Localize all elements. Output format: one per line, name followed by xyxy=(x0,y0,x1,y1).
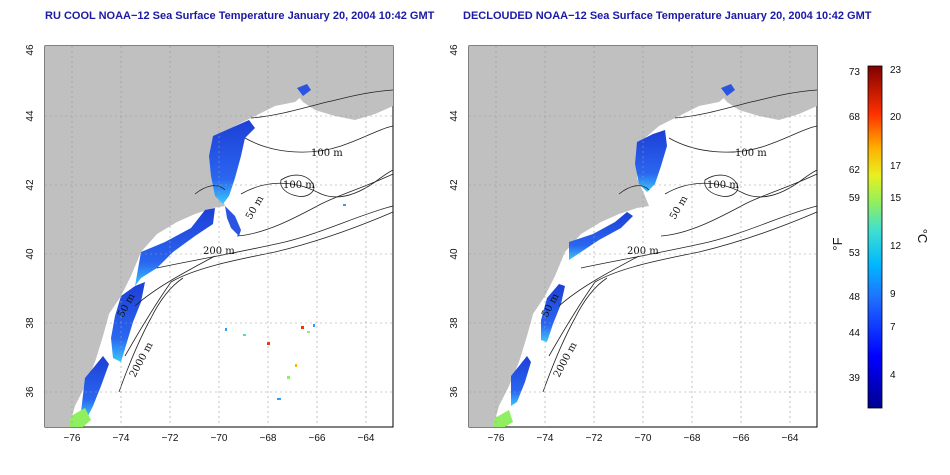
cb-f-tick: 62 xyxy=(849,165,861,176)
right-nova-scotia xyxy=(719,64,817,120)
unit-celsius-label: °C xyxy=(915,229,930,244)
lon-tick: −76 xyxy=(64,433,81,444)
cb-c-tick: 20 xyxy=(890,112,902,123)
lat-tick: 38 xyxy=(449,317,460,329)
cb-c-tick: 7 xyxy=(890,322,896,333)
lon-tick: −74 xyxy=(537,433,554,444)
right-map-title: DECLOUDED NOAA−12 Sea Surface Temperatur… xyxy=(463,10,872,22)
lon-tick: −70 xyxy=(635,433,652,444)
lat-tick: 40 xyxy=(449,248,460,260)
lon-tick: −72 xyxy=(586,433,603,444)
colorbar-gradient xyxy=(867,65,883,409)
lon-tick: −68 xyxy=(260,433,277,444)
cb-f-tick: 73 xyxy=(849,67,861,78)
cb-f-tick: 59 xyxy=(849,193,861,204)
lat-tick: 42 xyxy=(449,179,460,191)
colorbar-fahrenheit-ticks: 73 68 62 59 53 48 44 39 xyxy=(849,67,861,384)
right-sst-patches xyxy=(493,84,735,427)
lat-tick: 36 xyxy=(25,386,36,398)
right-bathymetry-contours xyxy=(542,89,818,393)
colorbar: 73 68 62 59 53 48 44 39 23 20 17 15 12 9… xyxy=(830,65,930,409)
lon-tick: −72 xyxy=(162,433,179,444)
right-grid xyxy=(469,46,817,427)
lat-tick: 46 xyxy=(449,44,460,56)
cb-c-tick: 23 xyxy=(890,65,902,76)
right-land xyxy=(469,46,817,427)
unit-fahrenheit-label: °F xyxy=(830,237,845,250)
right-map-panel: 100 m 100 m 50 m 200 m 50 m 2000 m −76 −… xyxy=(449,44,818,444)
cb-f-tick: 48 xyxy=(849,292,861,303)
cb-c-tick: 15 xyxy=(890,193,902,204)
cb-c-tick: 12 xyxy=(890,241,902,252)
left-map-title: RU COOL NOAA−12 Sea Surface Temperature … xyxy=(45,10,435,22)
contour-label-100m-b: 100 m xyxy=(283,180,315,191)
lon-tick: −76 xyxy=(488,433,505,444)
contour-label-100m-b: 100 m xyxy=(707,180,739,191)
lat-tick: 46 xyxy=(25,44,36,56)
lon-tick: −66 xyxy=(733,433,750,444)
contour-label-200m: 200 m xyxy=(203,246,235,257)
lat-tick: 40 xyxy=(25,248,36,260)
lat-tick: 44 xyxy=(449,110,460,122)
left-nova-scotia xyxy=(295,64,393,120)
lon-tick: −66 xyxy=(309,433,326,444)
right-axis-ticks: −76 −74 −72 −70 −68 −66 −64 46 44 42 40 … xyxy=(449,44,799,444)
cb-c-tick: 4 xyxy=(890,370,896,381)
cb-f-tick: 68 xyxy=(849,112,861,123)
left-land xyxy=(45,46,393,427)
lat-tick: 44 xyxy=(25,110,36,122)
cb-f-tick: 44 xyxy=(849,328,861,339)
cb-f-tick: 39 xyxy=(849,373,861,384)
lon-tick: −74 xyxy=(113,433,130,444)
left-sst-patches xyxy=(69,84,346,427)
cb-c-tick: 9 xyxy=(890,289,896,300)
cb-c-tick: 17 xyxy=(890,161,902,172)
lat-tick: 36 xyxy=(449,386,460,398)
contour-label-100m-a: 100 m xyxy=(735,148,767,159)
colorbar-celsius-ticks: 23 20 17 15 12 9 7 4 xyxy=(890,65,902,381)
left-axis-ticks: −76 −74 −72 −70 −68 −66 −64 46 44 42 40 … xyxy=(25,44,375,444)
left-grid xyxy=(45,46,393,427)
lat-tick: 38 xyxy=(25,317,36,329)
contour-label-200m: 200 m xyxy=(627,246,659,257)
lat-tick: 42 xyxy=(25,179,36,191)
contour-label-100m-a: 100 m xyxy=(311,148,343,159)
lon-tick: −64 xyxy=(358,433,375,444)
lon-tick: −70 xyxy=(211,433,228,444)
lon-tick: −64 xyxy=(782,433,799,444)
lon-tick: −68 xyxy=(684,433,701,444)
left-map-panel: 100 m 100 m 50 m 200 m 50 m 2000 m −76 −… xyxy=(25,44,394,444)
cb-f-tick: 53 xyxy=(849,248,861,259)
